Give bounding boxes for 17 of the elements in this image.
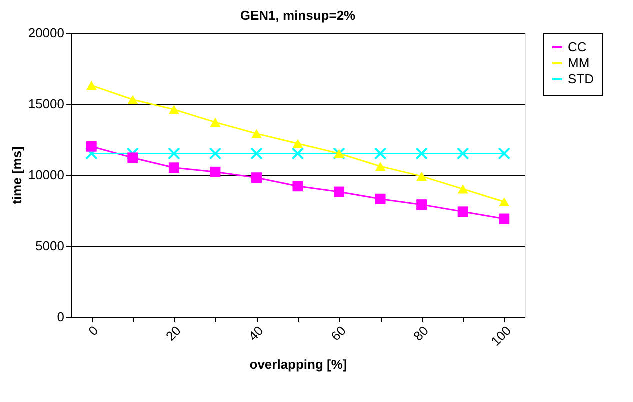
- x-axis-title: overlapping [%]: [250, 357, 348, 372]
- y-tick-label: 20000: [28, 26, 64, 40]
- y-tick-label: 5000: [36, 238, 64, 254]
- y-tick-label: 10000: [28, 168, 64, 182]
- legend-label: STD: [568, 72, 594, 86]
- chart-title: GEN1, minsup=2%: [240, 8, 356, 23]
- y-axis-title: time [ms]: [9, 146, 24, 204]
- legend-label: MM: [568, 56, 590, 70]
- y-tick-label: 0: [57, 310, 64, 324]
- x-tick-label: 100: [488, 323, 514, 350]
- legend-label: CC: [568, 40, 587, 54]
- y-tick-label: 15000: [28, 96, 64, 112]
- x-tick-label: 0: [86, 323, 102, 339]
- x-tick-label: 80: [410, 323, 432, 344]
- x-tick-label: 40: [246, 323, 266, 344]
- x-tick-label: 20: [163, 323, 184, 344]
- x-tick-label: 60: [328, 323, 349, 344]
